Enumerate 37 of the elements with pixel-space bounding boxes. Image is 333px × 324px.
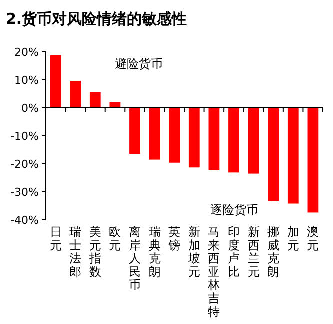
chart-title: 2.货币对风险情绪的敏感性 [6, 10, 188, 28]
x-tick-label: 印度卢比 [228, 225, 240, 279]
x-tick-label: 英镑 [168, 225, 181, 252]
x-tick-label: 欧元 [109, 225, 122, 252]
bar [308, 108, 319, 213]
bar [149, 108, 160, 160]
annotation: 避险货币 [114, 56, 163, 71]
y-tick-label: 20% [14, 46, 39, 59]
x-tick-label: 新西兰元 [248, 225, 260, 279]
x-tick-label: 瑞典克朗 [148, 225, 161, 279]
bar [268, 108, 280, 202]
x-tick-label: 澳元 [307, 225, 320, 252]
bar [130, 108, 140, 154]
bar [169, 108, 180, 163]
bar [248, 108, 260, 174]
y-tick-label: -30% [10, 186, 39, 199]
annotation: 逐险货币 [210, 203, 258, 218]
y-tick-label: 0% [22, 102, 39, 115]
y-tick-label: -10% [10, 130, 39, 143]
bar [188, 108, 200, 168]
x-tick-label: 日元 [50, 225, 62, 252]
bar [70, 81, 82, 108]
y-tick-label: 10% [14, 74, 39, 87]
x-tick-label: 新加坡元 [187, 225, 200, 279]
bar [228, 108, 240, 173]
bar [50, 55, 62, 108]
x-tick-label: 美元指数 [88, 225, 102, 279]
x-tick-label: 离岸人民币 [129, 225, 141, 292]
x-tick-label: 马来西亚林吉特 [207, 225, 220, 319]
y-tick-label: -20% [10, 158, 39, 171]
bar [208, 108, 220, 170]
bar [90, 92, 101, 108]
x-tick-label: 瑞士法郎 [70, 225, 82, 279]
x-tick-label: 挪威克朗 [268, 225, 280, 279]
y-tick-label: -40% [10, 214, 39, 227]
bar [288, 108, 299, 204]
x-tick-label: 加元 [287, 225, 300, 252]
